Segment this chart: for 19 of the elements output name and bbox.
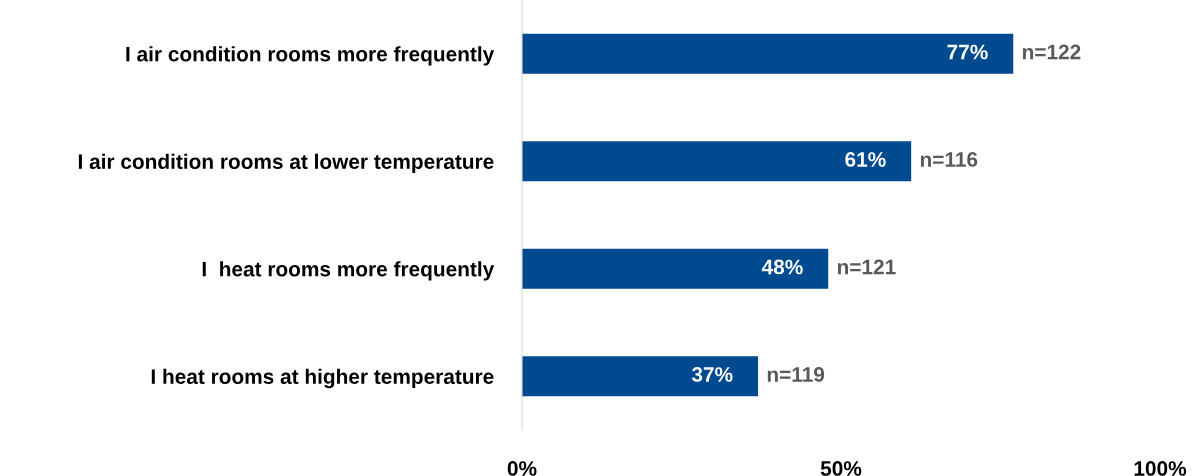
annotation: n=116 — [920, 152, 978, 167]
x-tick-label: 100% — [1134, 461, 1187, 476]
y-tick-label: I air condition rooms at lower temperature — [78, 153, 494, 174]
data-label: 37% — [691, 367, 733, 382]
annotation: n=122 — [1022, 44, 1081, 60]
bar — [522, 248, 829, 289]
data-label: 61% — [845, 152, 886, 167]
data-label: 77% — [947, 44, 988, 60]
y-tick-label: I heat rooms at higher temperature — [151, 368, 494, 389]
x-tick-label: 50% — [820, 461, 862, 476]
data-label: 48% — [761, 259, 803, 275]
annotation: n=119 — [767, 367, 825, 382]
y-tick-label: I heat rooms more frequently — [202, 261, 495, 281]
bar — [522, 33, 1014, 74]
annotation: n=121 — [837, 259, 896, 275]
y-tick-label: I air condition rooms more frequently — [126, 46, 495, 66]
bar — [522, 356, 759, 397]
x-tick-label: 0% — [507, 461, 537, 476]
bar — [522, 141, 912, 182]
